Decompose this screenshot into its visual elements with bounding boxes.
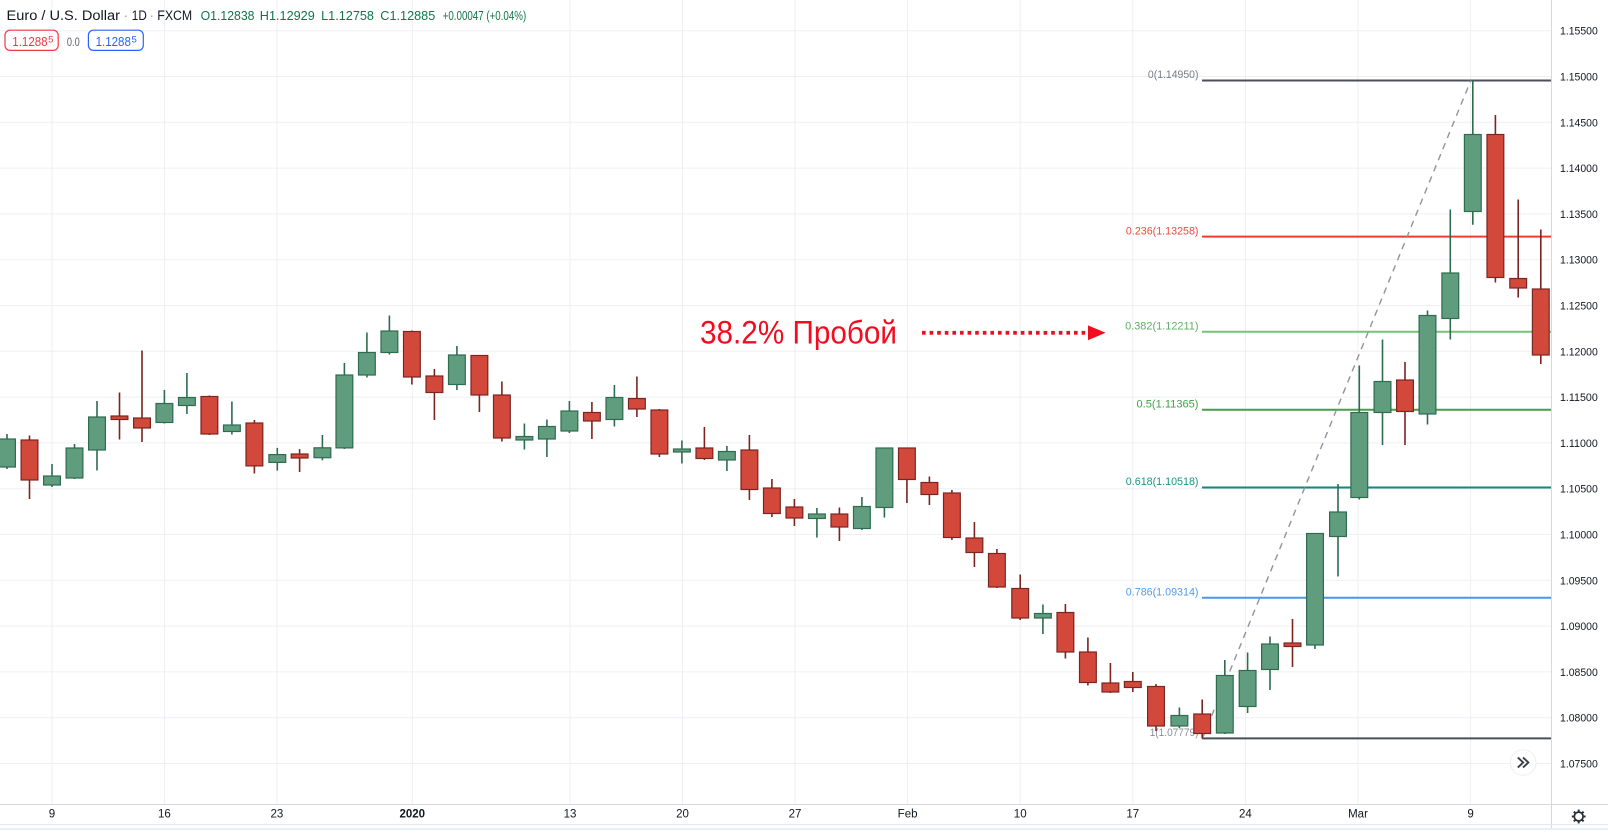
svg-text:24: 24	[1239, 809, 1252, 821]
svg-text:C1.12885: C1.12885	[380, 8, 435, 23]
svg-text:1.12000: 1.12000	[1560, 346, 1598, 358]
svg-text:38.2% Пробой: 38.2% Пробой	[700, 315, 897, 351]
svg-text:Feb: Feb	[898, 809, 918, 821]
svg-text:O1.12838: O1.12838	[201, 8, 255, 23]
svg-text:·: ·	[124, 8, 129, 23]
svg-text:1.10000: 1.10000	[1560, 530, 1598, 542]
svg-text:1D: 1D	[132, 8, 147, 23]
svg-text:1.12500: 1.12500	[1560, 301, 1598, 313]
svg-text:1.1288: 1.1288	[12, 34, 47, 49]
svg-text:1(1.07779): 1(1.07779)	[1150, 727, 1199, 739]
svg-text:20: 20	[676, 809, 689, 821]
svg-text:1.08500: 1.08500	[1560, 667, 1598, 679]
svg-text:5: 5	[132, 35, 137, 46]
svg-text:10: 10	[1014, 809, 1027, 821]
svg-text:Mar: Mar	[1348, 809, 1368, 821]
svg-text:1.14000: 1.14000	[1560, 163, 1598, 175]
svg-text:1.1288: 1.1288	[96, 34, 131, 49]
svg-text:0.5(1.11365): 0.5(1.11365)	[1137, 399, 1199, 411]
svg-text:13: 13	[564, 809, 577, 821]
svg-text:·: ·	[150, 8, 155, 23]
svg-text:+0.00047 (+0.04%): +0.00047 (+0.04%)	[443, 8, 527, 23]
svg-text:Euro / U.S. Dollar: Euro / U.S. Dollar	[7, 8, 121, 23]
svg-text:0.382(1.12211): 0.382(1.12211)	[1125, 321, 1198, 333]
svg-text:23: 23	[271, 809, 284, 821]
svg-text:1.13500: 1.13500	[1560, 209, 1598, 221]
svg-text:17: 17	[1126, 809, 1139, 821]
svg-text:9: 9	[49, 809, 55, 821]
svg-text:1.11500: 1.11500	[1560, 392, 1598, 404]
svg-text:FXCM: FXCM	[157, 8, 192, 23]
svg-text:0.0: 0.0	[67, 35, 80, 49]
svg-text:H1.12929: H1.12929	[260, 8, 315, 23]
svg-text:0.236(1.13258): 0.236(1.13258)	[1126, 225, 1199, 237]
svg-text:1.15500: 1.15500	[1560, 26, 1598, 38]
svg-text:5: 5	[48, 35, 53, 46]
svg-text:0(1.14950): 0(1.14950)	[1148, 69, 1199, 81]
svg-text:1.13000: 1.13000	[1560, 255, 1598, 267]
svg-text:1.09500: 1.09500	[1560, 575, 1598, 587]
svg-text:16: 16	[158, 809, 171, 821]
svg-text:1.09000: 1.09000	[1560, 621, 1598, 633]
svg-text:0.618(1.10518): 0.618(1.10518)	[1126, 476, 1199, 488]
svg-text:1.15000: 1.15000	[1560, 72, 1598, 84]
svg-text:1.11000: 1.11000	[1560, 438, 1598, 450]
svg-text:1.14500: 1.14500	[1560, 117, 1598, 129]
svg-text:1.08000: 1.08000	[1560, 713, 1598, 725]
svg-text:L1.12758: L1.12758	[321, 8, 374, 23]
svg-text:9: 9	[1467, 809, 1473, 821]
svg-text:0.786(1.09314): 0.786(1.09314)	[1126, 587, 1199, 599]
svg-text:2020: 2020	[400, 809, 426, 821]
svg-text:1.07500: 1.07500	[1560, 759, 1598, 771]
svg-text:1.10500: 1.10500	[1560, 484, 1598, 496]
svg-text:27: 27	[789, 809, 802, 821]
